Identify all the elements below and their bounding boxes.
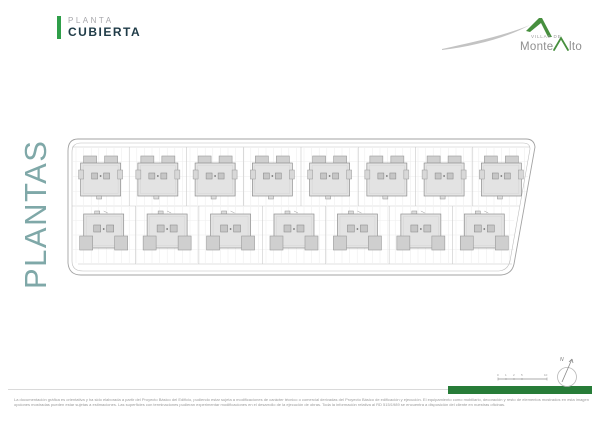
roof-unit (459, 210, 509, 251)
roof-unit (206, 210, 256, 251)
site-plan (64, 134, 540, 286)
north-arrow-icon: N (557, 357, 577, 387)
section-label-plantas: PLANTAS (18, 139, 53, 289)
page-header: PLANTA CUBIERTA (57, 16, 141, 39)
footer-green-bar (448, 386, 592, 394)
roof-unit (478, 155, 524, 200)
roof-unit (269, 210, 319, 251)
logo-swoosh-shape (442, 25, 530, 50)
roof-unit (79, 210, 129, 251)
logo-name-pre: Monte (520, 41, 553, 53)
roof-unit (192, 155, 238, 200)
brand-logo: VILLAS DE Monte lto (438, 4, 596, 62)
site-boundary-outer (67, 138, 536, 276)
scale-label: 0 (497, 373, 499, 377)
scale-and-north: 0 1 2 5 10 N (490, 353, 594, 389)
roof-unit (78, 155, 124, 200)
roof-unit (142, 210, 192, 251)
disclaimer-line-2: opciones mostradas pueden estar sujetas … (14, 402, 506, 407)
footer-divider (8, 389, 592, 390)
logo-roof-icon (526, 18, 552, 37)
roof-plan-drawing (67, 138, 536, 276)
scale-bar: 0 1 2 5 10 (497, 373, 548, 381)
scale-label: 5 (521, 373, 523, 377)
roof-unit (421, 155, 467, 200)
monte-alto-logo-graphic: VILLAS DE Monte lto (442, 18, 582, 53)
roof-unit (307, 155, 353, 200)
roof-unit (396, 210, 446, 251)
plan-kicker: PLANTA (68, 16, 114, 25)
logo-stylized-a-icon (553, 36, 569, 51)
legal-disclaimer: La documentación gráfica es orientativa … (14, 397, 589, 407)
roof-unit (135, 155, 181, 200)
scale-label: 2 (513, 373, 515, 377)
roof-unit (364, 155, 410, 200)
roof-unit (332, 210, 382, 251)
page-title: CUBIERTA (68, 25, 142, 39)
site-boundary-inner (71, 142, 531, 272)
logo-tagline: VILLAS DE (531, 34, 561, 39)
disclaimer-line-1: La documentación gráfica es orientativa … (14, 397, 589, 402)
logo-name-post: lto (569, 41, 582, 53)
north-label: N (560, 357, 564, 363)
roof-unit (249, 155, 295, 200)
scale-label: 10 (544, 373, 548, 377)
scale-label: 1 (505, 373, 507, 377)
plot-divider-lines (128, 147, 474, 264)
header-accent-bar (57, 16, 61, 39)
